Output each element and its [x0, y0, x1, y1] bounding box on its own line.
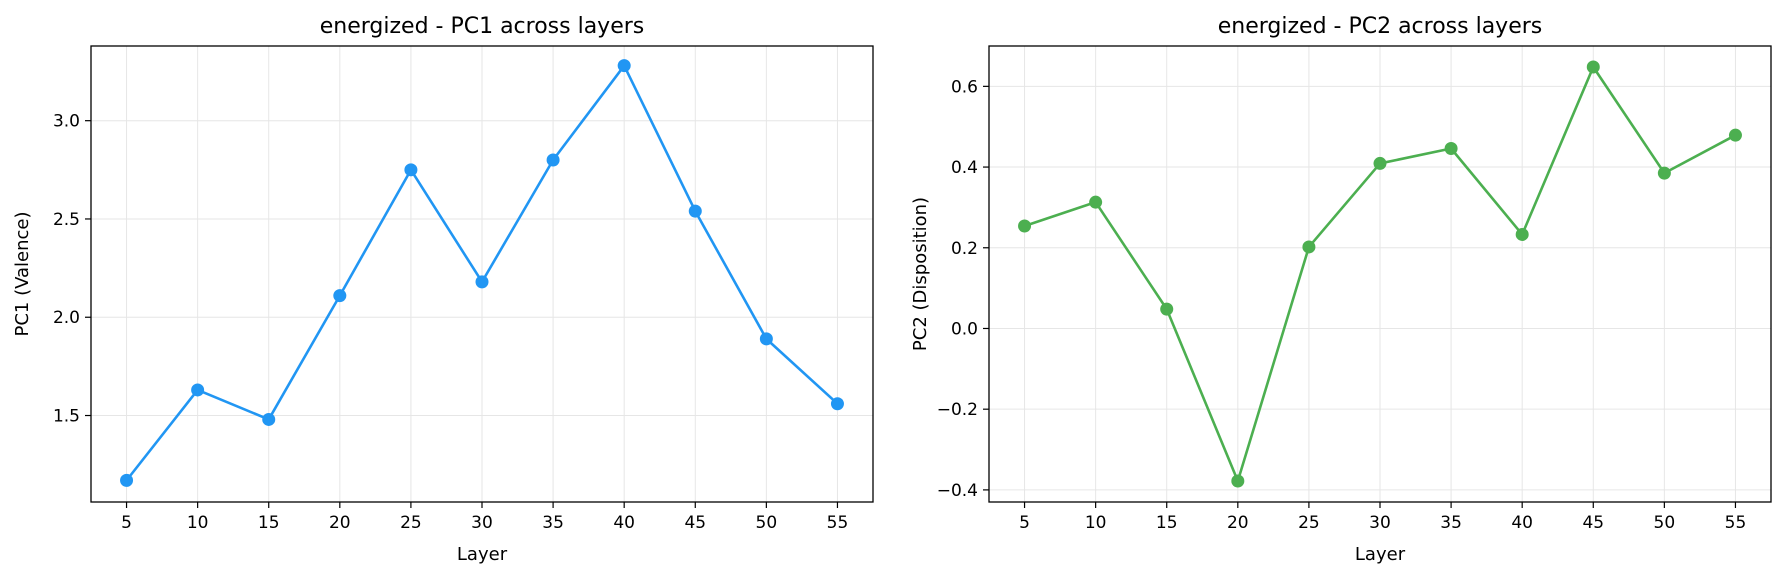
y-tick-label: 0.0	[951, 319, 978, 339]
data-point	[262, 412, 276, 426]
data-point	[1302, 240, 1316, 254]
y-tick-label: 0.2	[951, 239, 978, 259]
x-tick-label: 15	[1156, 513, 1178, 533]
y-tick-label: 1.5	[53, 407, 80, 427]
data-point	[1089, 195, 1103, 209]
chart-title: energized - PC2 across layers	[1218, 14, 1543, 39]
x-tick-label: 35	[542, 513, 564, 533]
data-point	[1728, 128, 1742, 142]
data-point	[1515, 227, 1529, 241]
chart-title: energized - PC1 across layers	[320, 14, 645, 39]
grid	[91, 46, 873, 502]
grid	[989, 46, 1771, 502]
x-tick-label: 10	[187, 513, 209, 533]
chart-pc2: 5 10 15 20 25 30 35 40 45 50 55 −0.4 −0.2 0.0 0.2 0.4 0.…	[910, 14, 1772, 565]
y-tick-label: −0.4	[937, 481, 978, 501]
data-point	[1160, 302, 1174, 316]
x-tick-label: 5	[121, 513, 132, 533]
y-tick-label: 2.0	[53, 308, 80, 328]
x-tick-label: 45	[1582, 513, 1604, 533]
x-tick-label: 25	[1298, 513, 1320, 533]
data-point	[191, 383, 205, 397]
x-tick-label: 55	[827, 513, 849, 533]
x-tick-label: 25	[400, 513, 422, 533]
y-tick-label: 0.6	[951, 77, 978, 97]
x-tick-label: 20	[1227, 513, 1249, 533]
data-point	[1373, 156, 1387, 170]
x-tick-label: 50	[756, 513, 778, 533]
data-point	[1018, 219, 1032, 233]
x-tick-label: 55	[1725, 513, 1747, 533]
x-tick-label: 20	[329, 513, 351, 533]
y-tick-label: 0.4	[951, 158, 978, 178]
data-point	[333, 289, 347, 303]
x-tick-label: 35	[1440, 513, 1462, 533]
y-axis-label: PC1 (Valence)	[12, 211, 33, 336]
x-axis-label: Layer	[1355, 544, 1406, 565]
data-point	[1657, 166, 1671, 180]
chart-pc1: 5 10 15 20 25 30 35 40 45 50 55 1.5 2.0 2.5 3.0 energiz…	[12, 14, 874, 565]
data-point	[1444, 141, 1458, 155]
data-point	[1231, 474, 1245, 488]
data-point	[1586, 60, 1600, 74]
x-axis-label: Layer	[457, 544, 508, 565]
x-tick-label: 5	[1019, 513, 1030, 533]
data-point	[759, 332, 773, 346]
y-axis-label: PC2 (Disposition)	[910, 197, 931, 351]
data-point	[475, 275, 489, 289]
x-tick-label: 45	[684, 513, 706, 533]
data-point	[546, 153, 560, 167]
data-point	[120, 473, 134, 487]
x-tick-label: 15	[258, 513, 280, 533]
data-point	[688, 204, 702, 218]
data-point	[404, 163, 418, 177]
data-point	[830, 397, 844, 411]
x-tick-label: 40	[613, 513, 635, 533]
y-tick-label: −0.2	[937, 400, 978, 420]
x-tick-label: 10	[1085, 513, 1107, 533]
x-tick-label: 40	[1511, 513, 1533, 533]
x-tick-label: 30	[471, 513, 493, 533]
data-point	[617, 59, 631, 73]
y-tick-label: 3.0	[53, 112, 80, 132]
x-tick-label: 50	[1654, 513, 1676, 533]
y-tick-label: 2.5	[53, 210, 80, 230]
x-tick-label: 30	[1369, 513, 1391, 533]
